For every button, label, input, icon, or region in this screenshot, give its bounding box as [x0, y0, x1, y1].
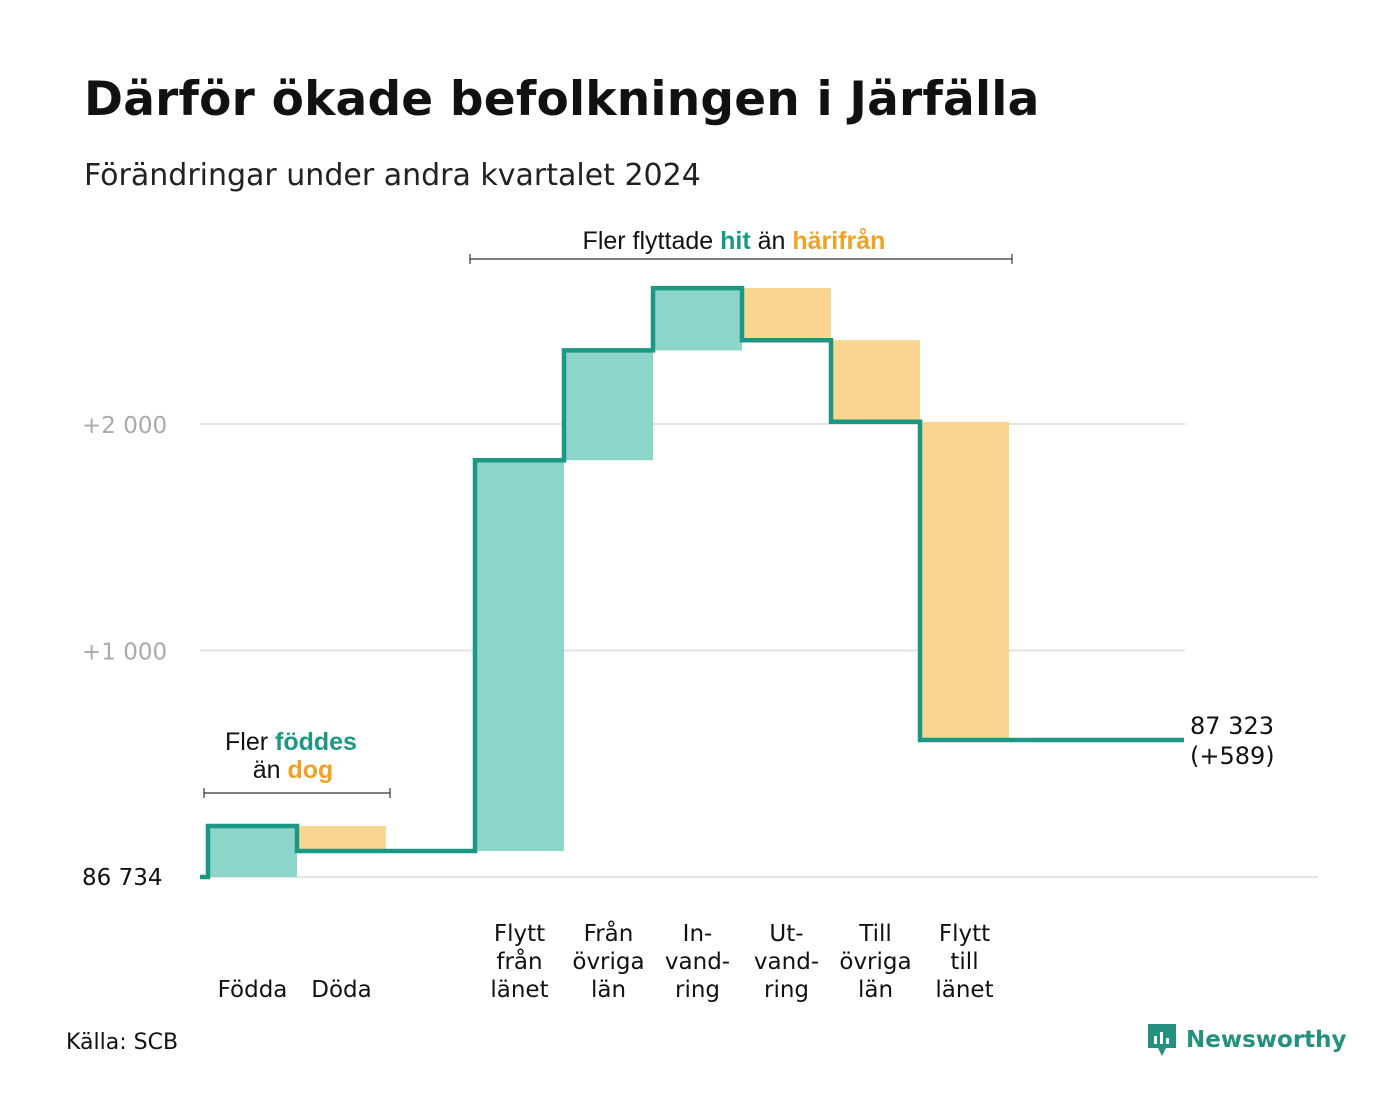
y-tick-label: +1 000 [82, 640, 167, 666]
category-label: Från [584, 919, 634, 947]
start-value-label: 86 734 [82, 865, 162, 891]
annotation-births: Fler föddes [225, 728, 357, 756]
waterfall-bar [742, 288, 831, 341]
annotation-part: Fler flyttade [583, 227, 721, 255]
annotation-part: härifrån [792, 227, 885, 255]
end-value-label: 87 323 [1190, 712, 1274, 740]
cumulative-step-line [200, 285, 1184, 880]
waterfall-bar [564, 350, 653, 461]
annotation-part: dog [287, 756, 333, 784]
category-label: från [496, 947, 542, 975]
category-label: Flytt [494, 921, 545, 947]
category-label: Döda [311, 977, 371, 1003]
waterfall-bar [475, 460, 564, 851]
annotation-part: hit [720, 227, 751, 255]
chart-title: Därför ökade befolkningen i Järfälla [84, 72, 1040, 127]
y-tick-label: +2 000 [82, 413, 167, 439]
category-label: vand- [665, 949, 730, 975]
waterfall-bar [297, 826, 386, 851]
annotation-part: än [751, 227, 793, 255]
waterfall-bar [208, 826, 297, 877]
chart-subtitle: Förändringar under andra kvartalet 2024 [84, 158, 701, 193]
category-label: Till [858, 921, 892, 947]
newsworthy-icon [1148, 1024, 1176, 1056]
annotation-part: Fler [225, 728, 275, 756]
brand-name: Newsworthy [1186, 1027, 1347, 1053]
waterfall-bar [920, 421, 1009, 740]
end-change-label: (+589) [1190, 742, 1275, 770]
annotation-births-line2: än dog [253, 756, 334, 784]
annotation-part: föddes [275, 728, 357, 756]
annotation-migration: Fler flyttade hit än härifrån [583, 227, 886, 255]
category-label: till [950, 949, 978, 975]
category-label: länet [935, 977, 993, 1003]
category-label: ring [764, 977, 809, 1003]
category-label: län [858, 977, 893, 1003]
category-label: ring [675, 977, 720, 1003]
annotation-part: än [253, 756, 288, 784]
category-label: länet [490, 977, 548, 1003]
source-label: Källa: SCB [66, 1030, 179, 1055]
category-label: Flytt [939, 921, 990, 947]
waterfall-bar [653, 288, 742, 351]
waterfall-bar [831, 340, 920, 422]
category-label: övriga [572, 949, 644, 975]
category-label: In- [683, 921, 713, 947]
category-label: Ut- [769, 921, 803, 947]
category-label: vand- [754, 949, 819, 975]
category-label: län [591, 977, 626, 1003]
category-label: Födda [218, 977, 288, 1003]
category-label: övriga [839, 949, 911, 975]
newsworthy-logo[interactable]: Newsworthy [1146, 1022, 1347, 1058]
